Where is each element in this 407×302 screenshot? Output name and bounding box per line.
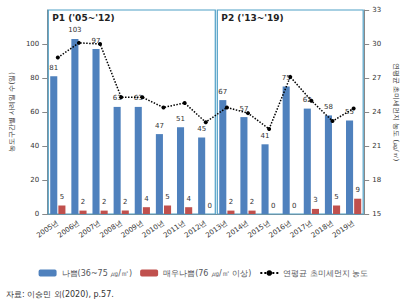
svg-text:자료: 이승민 외(2020), p.57.: 자료: 이승민 외(2020), p.57. <box>6 290 114 299</box>
svg-text:2005년: 2005년 <box>35 219 60 240</box>
svg-text:5: 5 <box>334 193 338 201</box>
svg-text:97: 97 <box>91 36 101 45</box>
svg-text:51: 51 <box>176 115 185 123</box>
svg-text:5: 5 <box>165 193 169 201</box>
svg-text:0: 0 <box>35 210 39 218</box>
svg-text:21: 21 <box>372 142 381 150</box>
svg-text:41: 41 <box>261 132 270 140</box>
svg-text:33: 33 <box>372 6 381 14</box>
svg-text:2014년: 2014년 <box>225 219 250 240</box>
svg-text:2: 2 <box>123 198 127 206</box>
svg-text:45: 45 <box>197 125 206 133</box>
svg-text:P1 ('05~'12): P1 ('05~'12) <box>52 13 114 23</box>
svg-text:2013년: 2013년 <box>204 219 229 240</box>
svg-text:2015년: 2015년 <box>246 219 271 240</box>
svg-text:5: 5 <box>60 193 64 201</box>
svg-text:60: 60 <box>30 108 39 116</box>
svg-text:15: 15 <box>372 210 381 218</box>
svg-text:58: 58 <box>324 103 333 111</box>
svg-text:연평균 초미세먼지 농도 (㎍/㎥): 연평균 초미세먼지 농도 (㎍/㎥) <box>392 63 400 162</box>
svg-text:2008년: 2008년 <box>99 219 124 240</box>
svg-text:3: 3 <box>313 196 317 204</box>
svg-text:63: 63 <box>112 94 122 103</box>
svg-text:2010년: 2010년 <box>141 219 166 240</box>
svg-text:47: 47 <box>155 122 164 130</box>
svg-text:연평균 초미세먼지 농도: 연평균 초미세먼지 농도 <box>283 269 368 278</box>
svg-text:2017년: 2017년 <box>289 219 314 240</box>
svg-text:67: 67 <box>218 88 227 96</box>
svg-text:9: 9 <box>355 186 359 194</box>
svg-text:2: 2 <box>229 198 233 206</box>
svg-text:0: 0 <box>292 202 296 210</box>
svg-text:27: 27 <box>372 74 381 82</box>
svg-text:75: 75 <box>281 74 291 82</box>
svg-text:18: 18 <box>372 176 381 184</box>
svg-text:2018년: 2018년 <box>310 219 335 240</box>
svg-text:2007년: 2007년 <box>77 219 102 240</box>
svg-text:62: 62 <box>302 96 312 105</box>
svg-text:40: 40 <box>30 142 39 150</box>
svg-text:2009년: 2009년 <box>120 219 145 240</box>
svg-text:80: 80 <box>30 74 39 82</box>
svg-text:30: 30 <box>372 40 381 48</box>
svg-text:63: 63 <box>133 94 143 103</box>
svg-text:2011년: 2011년 <box>162 219 187 240</box>
svg-text:2006년: 2006년 <box>56 219 81 240</box>
svg-text:4: 4 <box>186 195 191 203</box>
svg-text:2012년: 2012년 <box>183 219 208 240</box>
svg-text:81: 81 <box>49 64 58 72</box>
svg-text:103: 103 <box>68 26 81 34</box>
svg-text:100: 100 <box>26 40 39 48</box>
svg-text:0: 0 <box>208 202 212 210</box>
svg-text:P2 ('13~'19): P2 ('13~'19) <box>221 13 283 23</box>
svg-text:24: 24 <box>372 108 381 116</box>
svg-text:57: 57 <box>239 104 249 113</box>
svg-text:0: 0 <box>271 202 275 210</box>
svg-text:나쁨(36~75 ㎍/㎥): 나쁨(36~75 ㎍/㎥) <box>62 269 133 278</box>
svg-text:매우나쁨(76 ㎍/㎥ 이상): 매우나쁨(76 ㎍/㎥ 이상) <box>163 269 251 278</box>
svg-text:2: 2 <box>250 198 254 206</box>
svg-text:2: 2 <box>81 198 85 206</box>
svg-text:2019년: 2019년 <box>331 219 356 240</box>
svg-text:55: 55 <box>345 108 354 116</box>
svg-text:20: 20 <box>30 176 39 184</box>
svg-text:농도구간별 사례일 수(일): 농도구간별 사례일 수(일) <box>8 72 16 152</box>
svg-text:2016년: 2016년 <box>268 219 293 240</box>
svg-text:2: 2 <box>102 198 106 206</box>
svg-text:4: 4 <box>144 195 149 203</box>
